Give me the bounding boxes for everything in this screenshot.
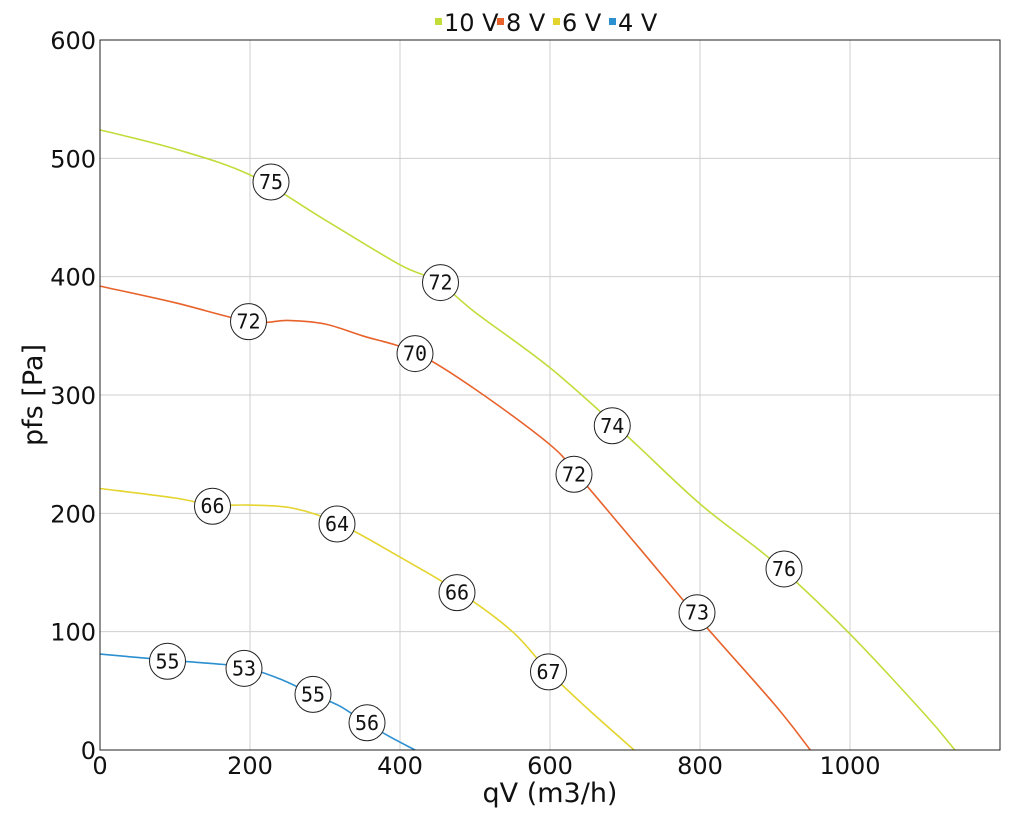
legend-item-6v: 6 V <box>553 9 602 37</box>
grid <box>100 40 1000 750</box>
y-tick-label: 100 <box>50 619 96 647</box>
marker-label: 64 <box>325 512 349 536</box>
marker-6v-3: 67 <box>530 653 567 691</box>
marker-8v-2: 72 <box>555 455 593 493</box>
marker-8v-3: 73 <box>678 594 716 632</box>
marker-circle <box>530 653 567 691</box>
marker-circle <box>225 649 263 687</box>
marker-label: 72 <box>236 310 260 334</box>
marker-label: 74 <box>600 414 624 438</box>
marker-label: 55 <box>155 649 179 673</box>
x-tick-label: 400 <box>377 752 423 780</box>
y-tick-label: 300 <box>50 382 96 410</box>
marker-circle <box>438 574 476 612</box>
marker-label: 72 <box>562 462 586 486</box>
legend-swatch <box>553 18 560 25</box>
marker-6v-1: 64 <box>318 505 356 543</box>
series-lines <box>99 129 956 751</box>
marker-8v-0: 72 <box>230 303 267 341</box>
x-tick-label: 600 <box>527 752 573 780</box>
legend-label: 6 V <box>562 9 602 37</box>
marker-label: 55 <box>301 682 325 706</box>
legend-label: 10 V <box>444 9 499 37</box>
marker-label: 76 <box>772 557 796 581</box>
marker-6v-2: 66 <box>438 574 476 612</box>
marker-10v-2: 74 <box>593 407 631 445</box>
plot-frame <box>99 39 1001 751</box>
legend-swatch <box>609 18 616 25</box>
marker-10v-3: 76 <box>765 550 803 588</box>
legend-label: 4 V <box>618 9 658 37</box>
legend-label: 8 V <box>506 9 546 37</box>
y-tick-label: 500 <box>50 145 96 173</box>
y-tick-label: 600 <box>50 27 96 55</box>
x-tick-label: 200 <box>227 752 273 780</box>
y-tick-label: 200 <box>50 500 96 528</box>
marker-circle <box>678 594 716 632</box>
marker-10v-1: 72 <box>422 264 459 302</box>
marker-circle <box>149 642 186 680</box>
y-tick-label: 0 <box>81 737 96 765</box>
marker-10v-0: 75 <box>252 163 290 201</box>
marker-label: 56 <box>355 711 379 735</box>
marker-4v-3: 56 <box>348 704 386 742</box>
series-line-10v <box>99 129 956 751</box>
marker-label: 53 <box>232 656 256 680</box>
marker-circle <box>765 550 803 588</box>
legend-item-10v: 10 V <box>435 9 499 37</box>
y-axis-title: pfs [Pa] <box>18 344 49 446</box>
marker-circle <box>318 505 356 543</box>
marker-circle <box>422 264 459 302</box>
marker-circle <box>252 163 290 201</box>
marker-8v-1: 70 <box>396 335 434 373</box>
marker-4v-0: 55 <box>149 642 186 680</box>
x-axis-title: qV (m3/h) <box>483 778 618 809</box>
marker-label: 66 <box>200 494 224 518</box>
marker-4v-1: 53 <box>225 649 263 687</box>
marker-label: 75 <box>259 170 283 194</box>
marker-label: 72 <box>428 271 452 295</box>
legend-swatch <box>497 18 504 25</box>
marker-label: 66 <box>445 581 469 605</box>
marker-circle <box>593 407 631 445</box>
marker-circle <box>230 303 267 341</box>
x-tick-label: 0 <box>92 752 107 780</box>
marker-circle <box>194 487 231 525</box>
x-tick-label: 800 <box>677 752 723 780</box>
y-tick-label: 400 <box>50 264 96 292</box>
marker-circle <box>348 704 386 742</box>
x-tick-label: 1000 <box>819 752 880 780</box>
series-markers: 75 72 74 76 72 70 72 73 66 64 66 67 55 53 55 56 <box>149 163 803 742</box>
axes: 0 200 400 600 800 1000 0 100 200 300 400 500 600 <box>50 27 1001 780</box>
marker-6v-0: 66 <box>194 487 231 525</box>
marker-label: 73 <box>685 601 709 625</box>
legend-item-8v: 8 V <box>497 9 546 37</box>
legend-item-4v: 4 V <box>609 9 658 37</box>
legend-swatch <box>435 18 442 25</box>
marker-circle <box>396 335 434 373</box>
marker-4v-2: 55 <box>294 675 332 713</box>
marker-label: 70 <box>403 342 427 366</box>
marker-circle <box>294 675 332 713</box>
marker-label: 67 <box>536 660 560 684</box>
marker-circle <box>555 455 593 493</box>
